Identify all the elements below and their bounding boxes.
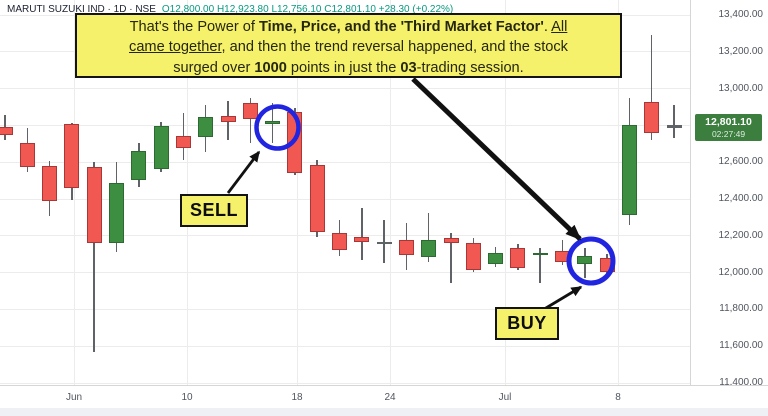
price-tick-label: 11,800.00 [719,303,763,315]
candle[interactable] [577,256,593,265]
callout-line: surged over 1000 points in just the 03-t… [77,58,620,78]
candle[interactable] [309,164,325,232]
candle[interactable] [153,125,169,169]
candle[interactable] [488,253,504,265]
bar-countdown: 02:27:49 [711,129,746,139]
callout-text-segment: came together [129,39,222,56]
candle-wick [93,162,95,353]
callout-line: That's the Power of Time, Price, and the… [77,17,620,37]
last-price-value: 12,801.10 [705,116,752,128]
candle[interactable] [109,182,124,243]
callout-text-segment: points in just the [286,59,401,76]
price-scale[interactable]: 13,400.00 13,200.00 13,000.00 12,600.00 12,4… [690,0,768,388]
candle[interactable] [265,120,281,124]
candle[interactable] [354,237,370,243]
grid-line-v [297,0,298,385]
grid-line-h [0,124,690,126]
callout-text-segment: surged over [173,59,255,76]
candle[interactable] [421,240,437,257]
candle-wick [249,97,252,144]
grid-line-h [0,161,690,163]
candle[interactable] [398,240,414,255]
callout-text-segment: Time, Price, and the 'Third Market Facto… [258,19,544,35]
candle[interactable] [376,242,392,245]
annotation-callout[interactable]: That's the Power of Time, Price, and the… [75,13,622,78]
candle-wick [650,35,653,140]
candle[interactable] [599,258,615,273]
time-tick-label: 24 [384,392,396,403]
candle[interactable] [198,116,214,137]
price-tick-label: 12,600.00 [718,156,764,168]
time-tick-label: Jul [498,392,512,403]
time-tick-label: 8 [615,392,621,403]
price-tick-label: 11,600.00 [719,340,763,352]
candle[interactable] [131,150,147,181]
candle-wick [383,219,385,264]
candle[interactable] [621,125,637,215]
candle[interactable] [242,102,258,119]
price-tick-label: 12,400.00 [718,193,764,204]
callout-text-segment: All [551,19,568,35]
time-scale[interactable]: Jun 10 18 24 Jul 8 [0,385,768,409]
sell-label-box[interactable]: SELL [180,194,248,227]
ohlc-values: O12,800.00 H12,923.80 L12,756.10 C12,801… [161,4,454,15]
callout-text-segment: 03 [400,59,417,76]
candle[interactable] [555,251,570,263]
grid-line-h [0,272,690,274]
time-tick-label: 10 [181,392,193,403]
grid-line-h [0,382,690,384]
callout-text-segment: That's the Power of [129,19,259,35]
callout-text-segment: . [543,19,552,35]
grid-line-v [187,0,188,385]
grid-line-v [74,0,75,385]
candle[interactable] [19,143,35,167]
candle[interactable] [644,102,660,133]
price-tick-label: 13,400.00 [718,9,764,20]
last-price-badge: 12,801.10 02:27:49 [695,114,762,141]
candle[interactable] [332,233,347,250]
callout-text-segment: -trading session. [416,59,524,76]
candle[interactable] [666,125,682,128]
candle-wick [450,233,452,284]
grid-line-v [390,0,391,385]
symbol-legend[interactable]: MARUTI SUZUKI IND · 1D · NSE O12,800.00 H… [7,4,453,15]
bottom-strip [0,408,768,416]
buy-label-box[interactable]: BUY [495,307,559,340]
callout-text-segment: , and then the trend reversal happened, … [221,39,568,56]
candle[interactable] [287,111,303,174]
candle[interactable] [465,242,481,271]
candle[interactable] [86,166,102,243]
price-tick-label: 13,000.00 [718,82,764,94]
candle[interactable] [0,127,13,135]
symbol-title: MARUTI SUZUKI IND · 1D · NSE [7,4,156,15]
candle-wick [539,247,541,284]
candle-wick [673,104,675,138]
candle[interactable] [64,123,80,188]
price-tick-label: 12,200.00 [718,229,764,241]
candle[interactable] [175,136,191,149]
candle[interactable] [443,238,459,243]
price-tick-label: 12,000.00 [718,266,764,278]
candle[interactable] [510,247,526,268]
time-tick-label: Jun [65,392,83,403]
price-tick-label: 13,200.00 [718,45,764,57]
candle-wick [361,208,363,261]
time-tick-label: 18 [291,392,303,403]
grid-line-h [0,308,690,310]
grid-line-h [0,198,690,200]
candle[interactable] [220,116,236,123]
grid-line-v [618,0,619,385]
callout-line: came together, and then the trend revers… [77,37,620,57]
price-tick-label: 11,400.00 [719,377,763,388]
callout-text-segment: 1000 [254,59,287,76]
grid-line-h [0,88,690,90]
candle[interactable] [532,253,548,256]
grid-line-h [0,345,690,347]
candle[interactable] [42,166,58,202]
